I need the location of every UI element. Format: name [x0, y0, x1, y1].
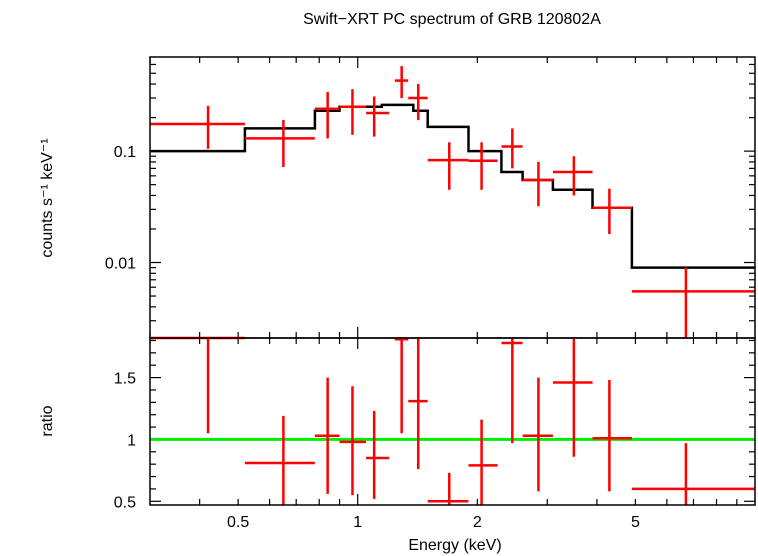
spectrum-data-point — [366, 96, 390, 137]
ratio-data-point — [339, 386, 367, 496]
ratio-data-point — [427, 472, 469, 505]
ratio-data-point — [244, 415, 315, 505]
chart-title: Swift−XRT PC spectrum of GRB 120802A — [303, 11, 601, 28]
spectrum-data-point — [394, 66, 409, 98]
ratio-data-point — [150, 336, 245, 434]
y-tick-label: 1 — [127, 432, 136, 449]
ratio-data-point — [394, 337, 409, 434]
spectrum-data-point — [314, 91, 340, 139]
ratio-ticks — [149, 338, 755, 505]
ratio-panel: 0.5 1 1.5 0.5 1 2 5 ratio Energy (keV) — [39, 336, 756, 554]
spectrum-panel: 0.01 0.1 counts s⁻¹ keV⁻¹ — [39, 56, 756, 339]
y-tick-label: 0.1 — [114, 144, 136, 161]
x-tick-label: 1 — [353, 514, 362, 531]
x-tick-label: 0.5 — [227, 514, 249, 531]
spectrum-data-point — [592, 188, 632, 235]
spectrum-data-point — [522, 161, 553, 207]
spectrum-data-point — [408, 84, 428, 121]
ratio-data-point — [522, 377, 553, 492]
spectrum-plot-frame — [149, 56, 756, 339]
spectrum-y-axis-label: counts s⁻¹ keV⁻¹ — [39, 138, 56, 257]
spectrum-data-point — [427, 142, 469, 190]
ratio-plot-frame — [149, 337, 756, 506]
x-axis-label: Energy (keV) — [408, 537, 501, 554]
ratio-data-point — [552, 338, 593, 457]
model-step-curve — [150, 103, 755, 269]
ratio-data-point — [468, 419, 498, 505]
spectrum-tick-labels: 0.01 0.1 — [105, 144, 136, 272]
spectrum-data-point — [339, 89, 367, 135]
x-tick-label: 5 — [631, 514, 640, 531]
spectrum-data-point — [244, 120, 315, 168]
ratio-y-axis-label: ratio — [39, 405, 56, 436]
ratio-data-point — [592, 380, 632, 492]
model-step-line — [150, 103, 755, 269]
ratio-data-point — [631, 443, 755, 505]
ratio-tick-labels: 0.5 1 1.5 0.5 1 2 5 — [114, 371, 640, 531]
spectrum-data-point — [150, 105, 245, 149]
spectrum-ticks — [149, 57, 755, 338]
x-tick-label: 2 — [473, 514, 482, 531]
spectrum-data-point — [552, 156, 593, 196]
spectrum-data-point — [501, 128, 523, 169]
spectrum-data-point — [631, 267, 755, 338]
ratio-data-point — [408, 338, 428, 470]
y-tick-label: 0.5 — [114, 494, 136, 511]
ratio-data-point — [501, 338, 523, 444]
spectrum-data-points — [150, 66, 755, 338]
y-tick-label: 0.01 — [105, 256, 136, 273]
spectrum-data-point — [468, 142, 498, 190]
ratio-data-point — [366, 410, 390, 499]
ratio-data-points — [150, 336, 755, 505]
ratio-data-point — [314, 377, 340, 494]
y-tick-label: 1.5 — [114, 371, 136, 388]
